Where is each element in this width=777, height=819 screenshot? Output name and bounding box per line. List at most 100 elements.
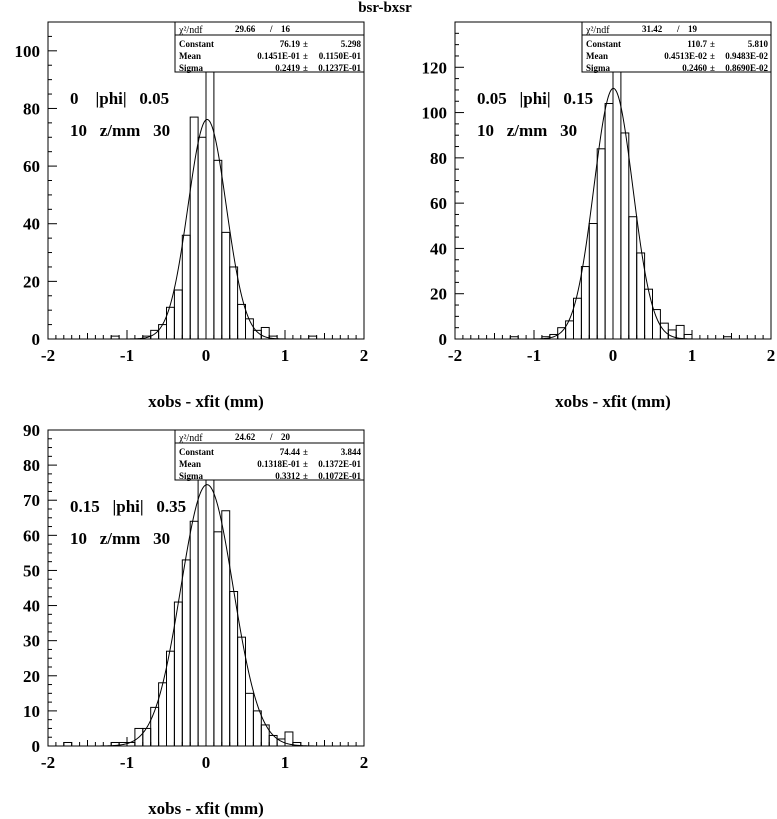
stats-row-error: 0.9483E-02 [725,51,768,61]
histogram-bin-7 [150,706,160,747]
stats-row-label: Constant [586,39,621,49]
cut-annotation-line-2: 10 z/mm 30 [70,121,170,140]
chi2-value: 24.62 [235,432,256,442]
cut-annotation-line-1: 0.05 |phi| 0.15 [477,89,593,108]
stats-plusminus: ± [710,39,715,49]
chi2-value: 29.66 [235,24,256,34]
x-tick-label: -1 [527,346,541,365]
y-tick-label: 40 [23,597,40,616]
stats-row-value: 110.7 [687,39,707,49]
stats-box-frame [581,21,772,73]
gaussian-fit-curve [455,87,771,340]
chi2-value: 31.42 [642,24,663,34]
x-tick-label: 2 [360,346,369,365]
histogram-bin-17 [229,591,239,747]
stats-row-value: 0.1451E-01 [257,51,300,61]
gaussian-fit-curve [48,484,364,747]
cut-annotation-line-1: 0 |phi| 0.05 [70,89,169,108]
histogram-bin-7 [181,234,191,340]
y-tick-label: 100 [422,104,448,123]
histogram-bin-20 [252,710,262,747]
ndf-value: 19 [688,24,698,34]
histogram-bin-15 [213,531,223,747]
y-tick-label: 80 [23,99,40,118]
chi2-ndf-label: χ²/ndf [178,25,203,36]
x-tick-label: -2 [41,753,55,772]
stats-row-label: Mean [179,459,201,469]
histogram-bin-9 [166,650,175,747]
stats-row-label: Constant [179,39,214,49]
gaussian-fit-curve [48,118,364,340]
x-tick-label: 2 [360,753,369,772]
y-tick-label: 50 [23,561,40,580]
stats-plusminus: ± [710,63,715,73]
y-tick-label: 120 [422,58,448,77]
histogram-bin-15 [644,288,653,340]
stats-row-error: 0.8690E-02 [725,63,768,73]
histogram-bins [110,56,318,340]
histogram-bin-13 [229,266,239,340]
histogram-bin-12 [221,231,231,340]
chi2-ndf-label: χ²/ndf [178,433,203,444]
stats-row-value: 0.2460 [682,63,707,73]
histogram-bin-10 [205,56,215,340]
histogram-bin-19 [675,324,685,340]
chi2-separator: / [269,432,273,442]
x-tick-label: -2 [448,346,462,365]
y-tick-label: 100 [15,42,41,61]
histogram-bin-12 [620,132,630,340]
ndf-value: 16 [281,24,291,34]
histogram-bin-11 [181,559,191,747]
chi2-separator: / [269,24,273,34]
x-axis-label: xobs - xfit (mm) [555,392,671,411]
ndf-value: 20 [281,432,291,442]
y-tick-label: 10 [23,702,40,721]
y-tick-label: 60 [23,526,40,545]
y-tick-label: 20 [23,667,40,686]
y-tick-label: 0 [32,737,41,756]
y-tick-label: 80 [430,149,447,168]
stats-row-value: 74.44 [280,447,301,457]
histogram-bin-9 [596,148,606,340]
y-tick-label: 80 [23,456,40,475]
histogram-bin-10 [604,103,614,340]
stats-box-frame [174,429,365,481]
histogram-bin-13 [197,475,207,747]
histogram-bin-9 [197,136,207,340]
stats-row-label: Mean [179,51,201,61]
stats-box-frame [174,21,365,73]
stats-plusminus: ± [303,51,308,61]
stats-plusminus: ± [303,447,308,457]
histogram-bin-22 [268,734,278,747]
stats-row-error: 5.298 [341,39,362,49]
x-tick-label: 0 [202,753,211,772]
stats-row-value: 0.4513E-02 [664,51,707,61]
y-tick-label: 70 [23,491,40,510]
x-tick-label: -1 [120,346,134,365]
histogram-bin-17 [260,326,270,340]
stats-plusminus: ± [303,63,308,73]
histogram-bin-11 [213,159,223,340]
x-tick-label: 0 [609,346,618,365]
stats-plusminus: ± [303,39,308,49]
cut-annotation-line-2: 10 z/mm 30 [70,529,170,548]
stats-row-error: 0.1072E-01 [318,471,361,481]
x-tick-label: 1 [281,753,290,772]
histogram-bin-14 [237,303,247,340]
stats-row-label: Sigma [586,63,611,73]
y-tick-label: 20 [430,285,447,304]
cut-annotation-line-2: 10 z/mm 30 [477,121,577,140]
x-tick-label: 1 [688,346,697,365]
y-tick-label: 0 [439,330,448,349]
y-tick-label: 0 [32,330,41,349]
x-axis-label: xobs - xfit (mm) [148,799,264,818]
histogram-bin-12 [189,520,199,747]
stats-row-value: 76.19 [280,39,301,49]
stats-row-error: 0.1150E-01 [319,51,362,61]
x-tick-label: -1 [120,753,134,772]
y-tick-label: 40 [23,215,40,234]
